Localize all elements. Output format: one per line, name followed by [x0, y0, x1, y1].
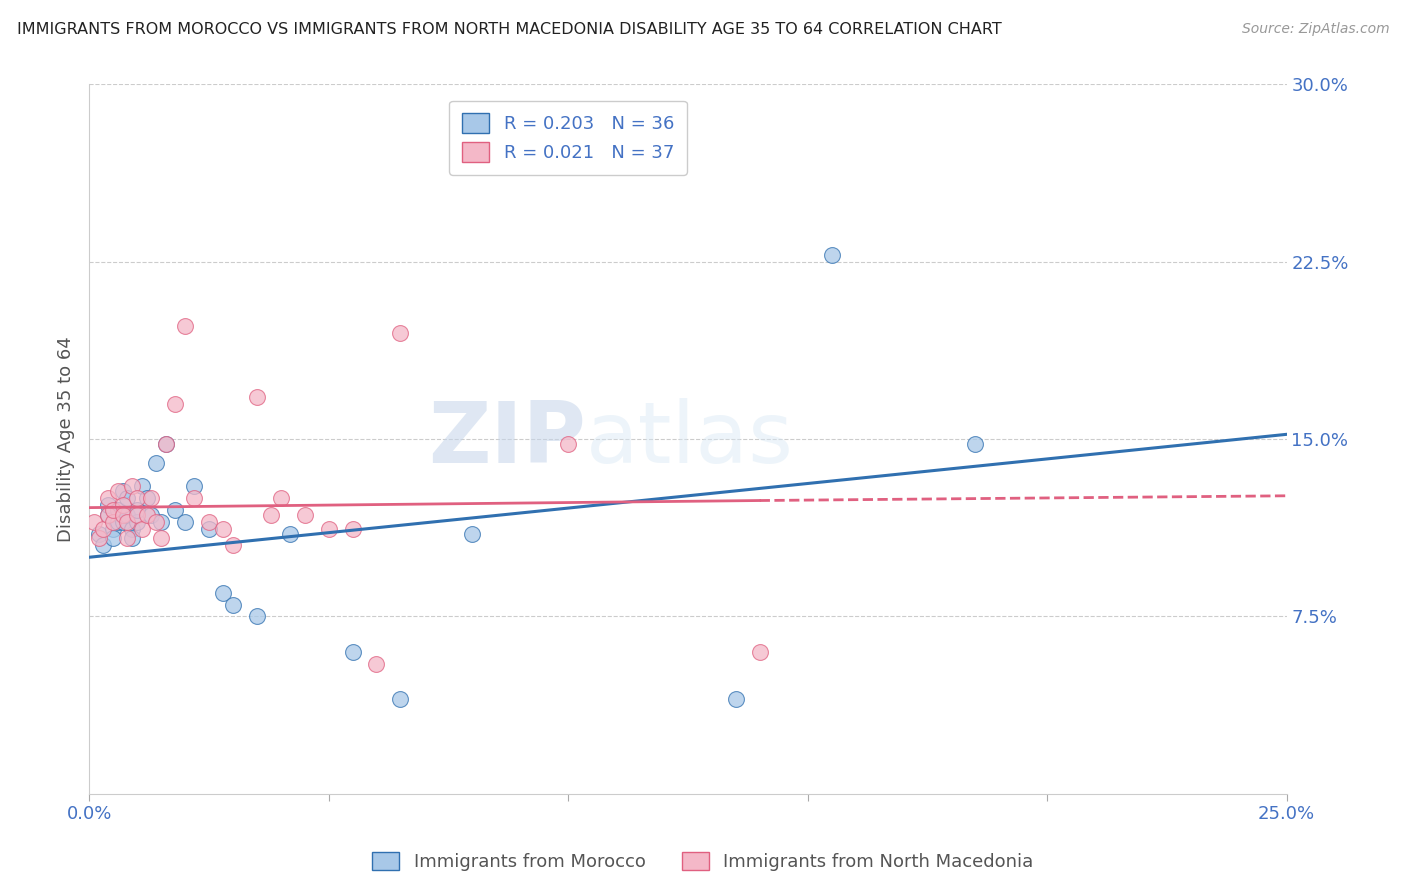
Point [135, 508, 157, 522]
Point [111, 484, 134, 499]
Point [131, 522, 153, 536]
Point [198, 522, 221, 536]
Point [111, 515, 134, 529]
Point [97, 508, 120, 522]
Point [101, 522, 124, 536]
Point [87, 526, 110, 541]
Point [141, 491, 163, 505]
Point [342, 522, 364, 536]
Point [165, 503, 187, 517]
Point [121, 532, 143, 546]
Point [111, 498, 134, 512]
Text: Source: ZipAtlas.com: Source: ZipAtlas.com [1241, 22, 1389, 37]
Point [246, 609, 269, 624]
Point [212, 522, 235, 536]
Point [155, 437, 177, 451]
Point [117, 508, 139, 522]
Legend: Immigrants from Morocco, Immigrants from North Macedonia: Immigrants from Morocco, Immigrants from… [366, 845, 1040, 879]
Point [97, 508, 120, 522]
Point [557, 437, 579, 451]
Point [155, 437, 177, 451]
Point [149, 515, 172, 529]
Point [93, 538, 115, 552]
Point [318, 522, 340, 536]
Point [111, 508, 134, 522]
Point [131, 479, 153, 493]
Y-axis label: Disability Age 35 to 64: Disability Age 35 to 64 [58, 336, 75, 542]
Point [173, 515, 195, 529]
Point [145, 456, 167, 470]
Point [101, 515, 124, 529]
Point [93, 522, 115, 536]
Point [121, 522, 143, 536]
Point [278, 526, 301, 541]
Point [121, 479, 143, 493]
Point [748, 645, 770, 659]
Point [125, 503, 148, 517]
Point [270, 491, 292, 505]
Text: ZIP: ZIP [429, 398, 586, 481]
Point [97, 498, 120, 512]
Point [145, 515, 167, 529]
Text: atlas: atlas [586, 398, 794, 481]
Point [125, 508, 148, 522]
Point [173, 318, 195, 333]
Point [389, 692, 412, 706]
Point [260, 508, 283, 522]
Point [342, 645, 364, 659]
Point [222, 598, 245, 612]
Point [820, 247, 842, 261]
Point [965, 437, 987, 451]
Point [724, 692, 747, 706]
Point [135, 491, 157, 505]
Point [198, 515, 221, 529]
Point [117, 515, 139, 529]
Point [107, 515, 129, 529]
Point [246, 390, 269, 404]
Point [294, 508, 316, 522]
Point [183, 491, 205, 505]
Point [183, 479, 205, 493]
Legend: R = 0.203   N = 36, R = 0.021   N = 37: R = 0.203 N = 36, R = 0.021 N = 37 [450, 101, 686, 175]
Point [107, 503, 129, 517]
Point [222, 538, 245, 552]
Point [125, 491, 148, 505]
Point [366, 657, 388, 671]
Point [461, 526, 484, 541]
Point [212, 585, 235, 599]
Point [389, 326, 412, 340]
Point [87, 532, 110, 546]
Point [107, 484, 129, 499]
Point [125, 515, 148, 529]
Point [117, 532, 139, 546]
Point [101, 532, 124, 546]
Point [83, 515, 105, 529]
Point [141, 508, 163, 522]
Point [149, 532, 172, 546]
Point [101, 503, 124, 517]
Point [117, 491, 139, 505]
Point [165, 396, 187, 410]
Text: IMMIGRANTS FROM MOROCCO VS IMMIGRANTS FROM NORTH MACEDONIA DISABILITY AGE 35 TO : IMMIGRANTS FROM MOROCCO VS IMMIGRANTS FR… [17, 22, 1001, 37]
Point [97, 491, 120, 505]
